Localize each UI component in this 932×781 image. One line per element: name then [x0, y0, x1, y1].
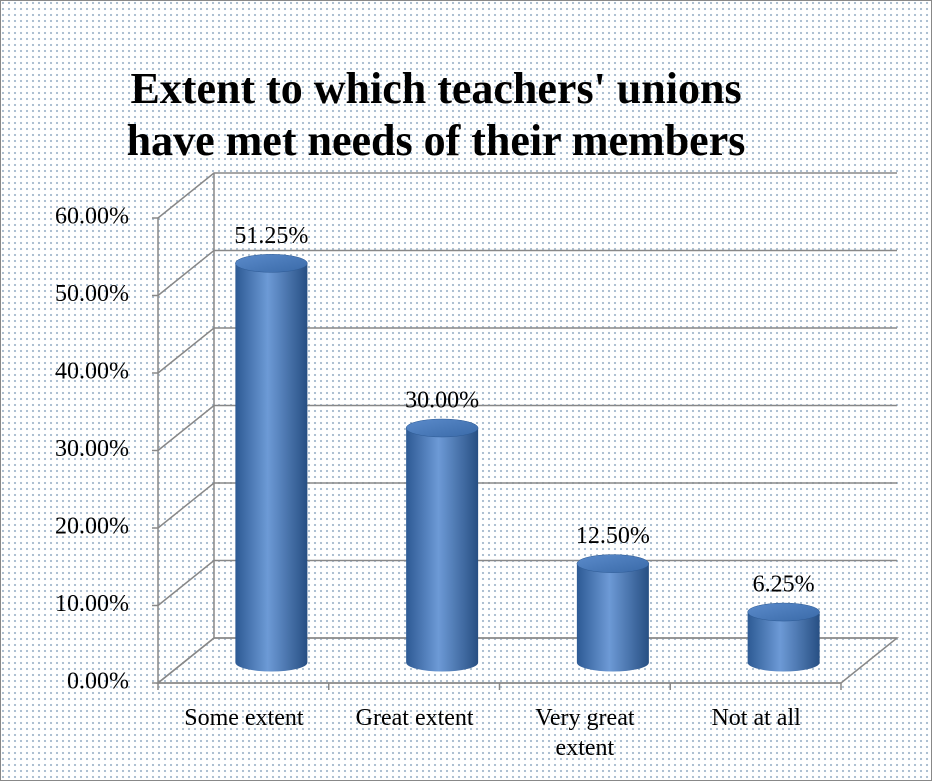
bar-top: [576, 554, 650, 573]
grid-line: [157, 404, 897, 452]
bar-body: [406, 428, 479, 672]
grid-line: [157, 249, 897, 297]
bar-top: [235, 254, 308, 273]
bar-top: [405, 418, 479, 438]
bar-body: [747, 612, 820, 672]
data-label: 30.00%: [405, 388, 479, 414]
grid-line: [157, 172, 897, 219]
bar: [405, 418, 479, 672]
x-tick-label: Very great extent: [535, 705, 635, 761]
y-tick-label: 60.00%: [55, 204, 129, 230]
bar: [747, 602, 820, 672]
grid-line: [157, 327, 897, 374]
chart-title: Extent to which teachers' unions have me…: [126, 64, 746, 165]
x-tick-label: Not at all: [711, 705, 801, 731]
bar-body: [235, 263, 308, 672]
y-tick-label: 10.00%: [55, 591, 129, 617]
y-tick-label: 20.00%: [55, 514, 129, 540]
data-label: 12.50%: [576, 523, 650, 549]
y-tick-label: 0.00%: [67, 669, 129, 695]
x-tick-label: Great extent: [355, 705, 474, 731]
data-label: 51.25%: [234, 223, 308, 249]
grid-line: [157, 482, 897, 529]
grid-line: [157, 559, 897, 607]
x-tick-label: Some extent: [184, 705, 304, 731]
bar: [576, 554, 650, 672]
y-tick-label: 30.00%: [55, 436, 129, 462]
bar-body: [576, 563, 649, 672]
y-tick-label: 40.00%: [55, 359, 129, 385]
bar: [235, 254, 308, 672]
data-label: 6.25%: [753, 572, 815, 598]
grid-line: [157, 637, 897, 684]
bar-top: [747, 602, 820, 622]
y-tick-label: 50.00%: [55, 281, 129, 307]
